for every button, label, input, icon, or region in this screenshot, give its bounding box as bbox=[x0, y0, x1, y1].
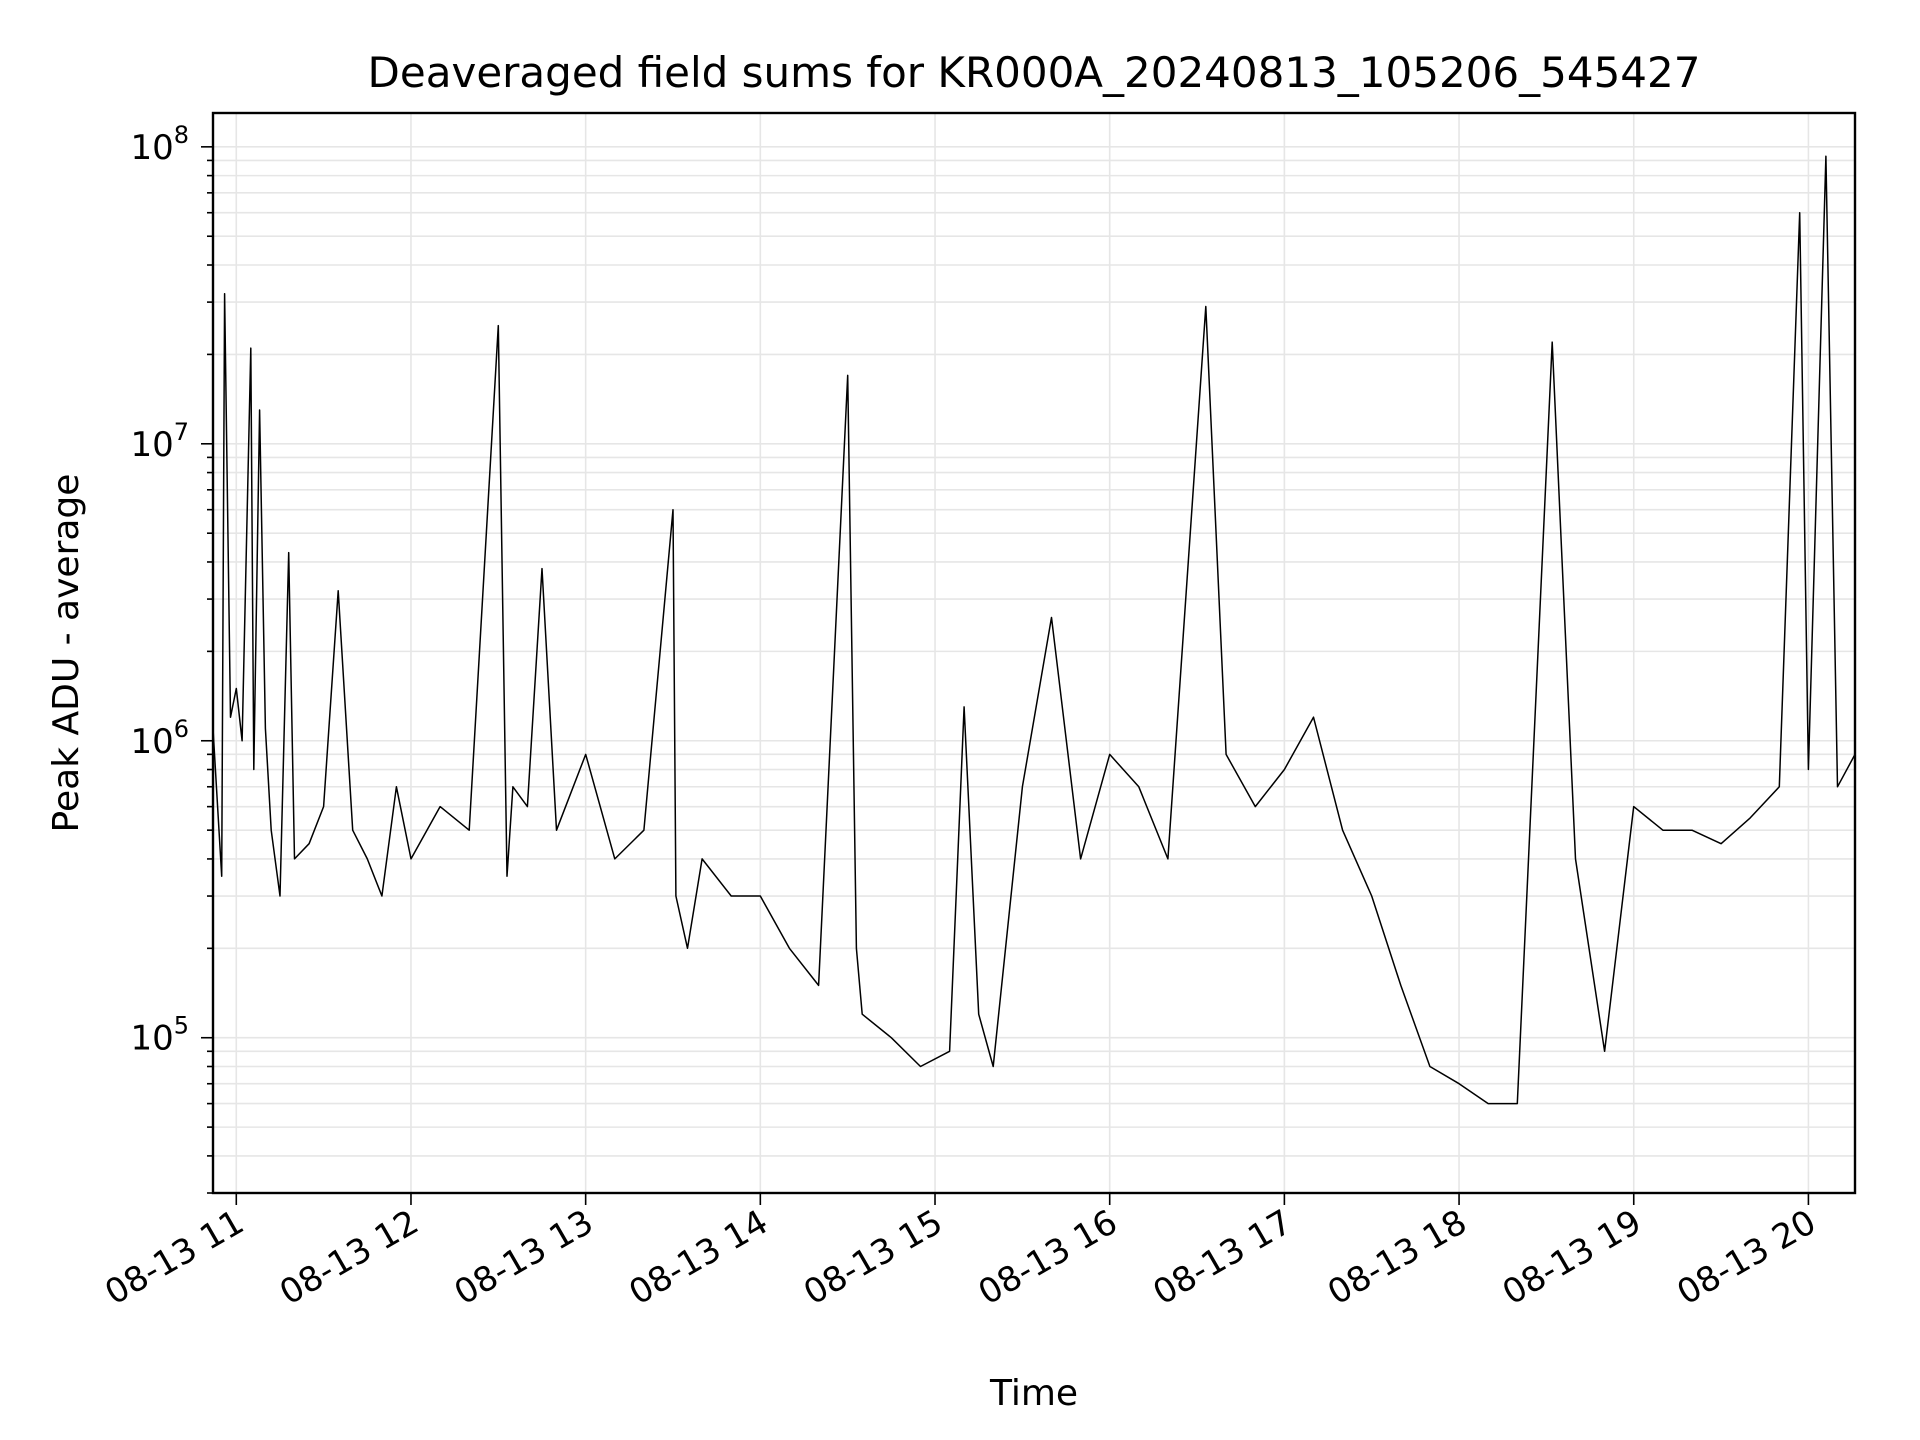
axis-ticks bbox=[201, 146, 1810, 1205]
y-tick-label: 107 bbox=[130, 418, 189, 465]
x-tick-labels: 08-13 11 08-13 12 08-13 13 08-13 14 08-13 15… bbox=[98, 1202, 1823, 1313]
x-tick-label: 08-13 20 bbox=[1671, 1202, 1823, 1313]
plot-frame bbox=[211, 111, 1857, 1195]
grid bbox=[213, 113, 1855, 1194]
x-tick-label: 08-13 16 bbox=[972, 1202, 1124, 1313]
x-tick-label: 08-13 15 bbox=[797, 1202, 949, 1313]
y-tick-label: 108 bbox=[130, 121, 189, 168]
y-axis-label: Peak ADU - average bbox=[46, 474, 87, 833]
plot-area bbox=[212, 155, 1856, 1105]
x-tick-label: 08-13 19 bbox=[1496, 1202, 1648, 1313]
x-tick-label: 08-13 18 bbox=[1321, 1202, 1473, 1313]
y-tick-label: 105 bbox=[130, 1012, 189, 1059]
chart-title: Deaveraged field sums for KR000A_2024081… bbox=[368, 48, 1701, 97]
x-tick-label: 08-13 12 bbox=[273, 1202, 425, 1313]
x-tick-label: 08-13 11 bbox=[98, 1202, 250, 1313]
series-line-0 bbox=[212, 155, 1856, 1105]
y-tick-label: 106 bbox=[130, 715, 189, 762]
x-tick-label: 08-13 13 bbox=[448, 1202, 600, 1313]
y-tick-labels: 105 106 107 108 bbox=[130, 121, 189, 1059]
x-axis-label: Time bbox=[989, 1373, 1078, 1414]
x-tick-label: 08-13 17 bbox=[1146, 1202, 1298, 1313]
x-tick-label: 08-13 14 bbox=[622, 1202, 774, 1313]
